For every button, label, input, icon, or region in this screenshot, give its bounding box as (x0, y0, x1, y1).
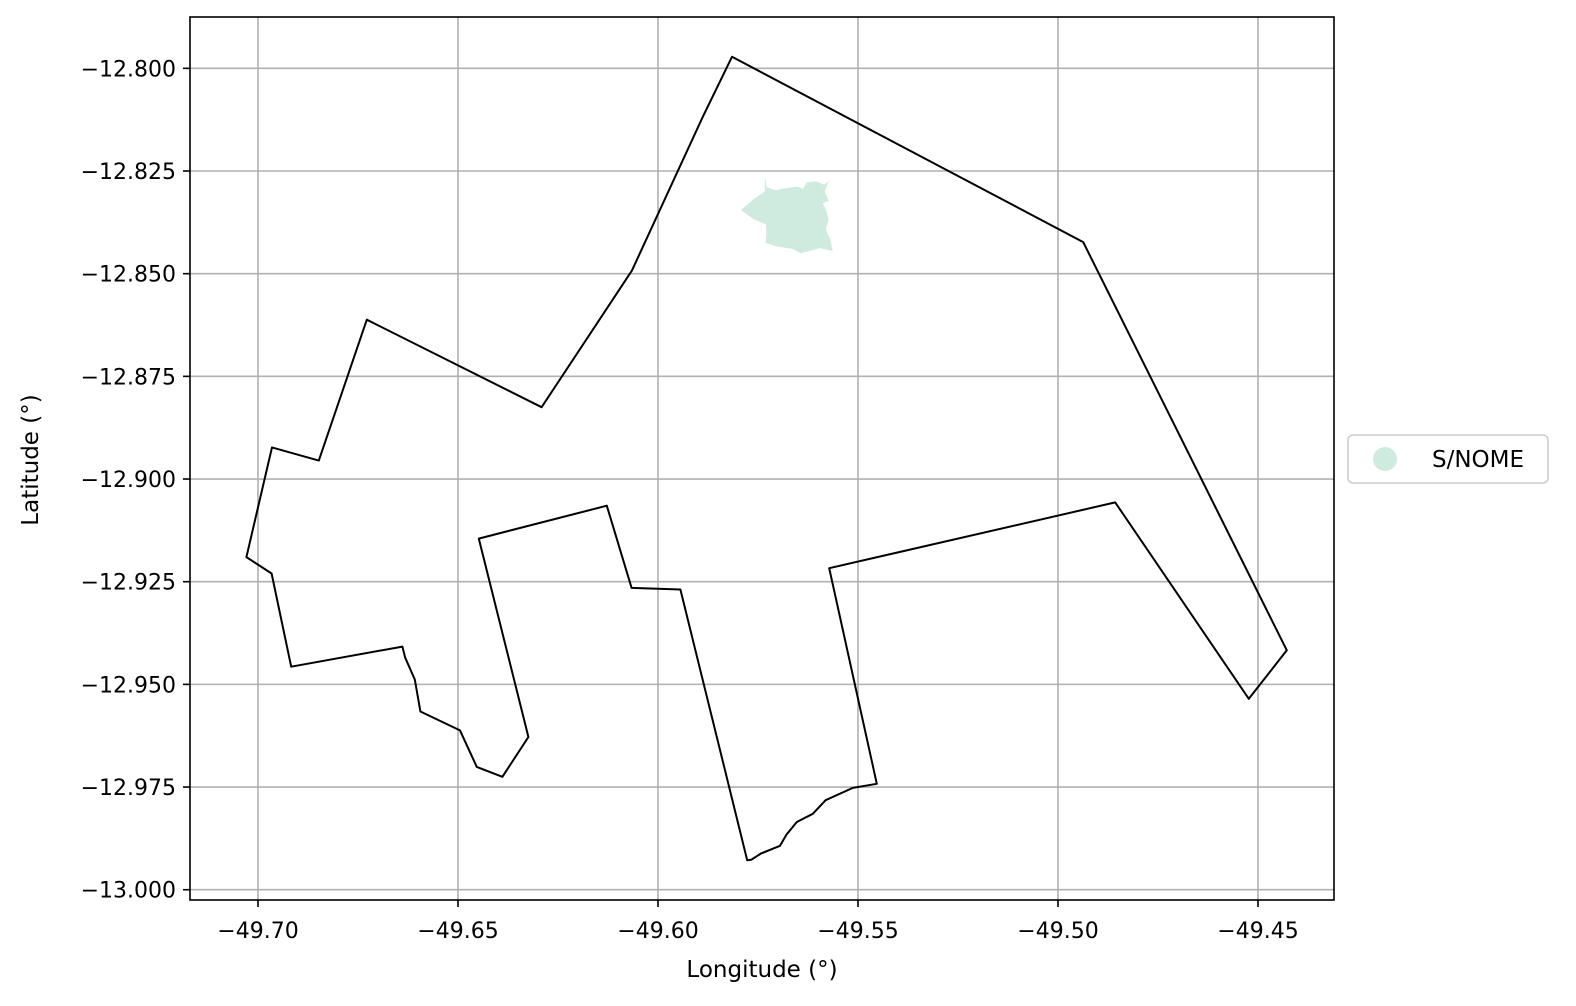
y-tick-label: −12.825 (81, 160, 176, 185)
y-tick-label: −12.975 (81, 776, 176, 801)
area-polygon-s-nome (740, 175, 833, 254)
y-tick-label: −12.925 (81, 571, 176, 596)
gridlines (190, 17, 1334, 900)
axis-ticks: −49.70 −49.65 −49.60 −49.55 −49.50 −49.45 −12.… (81, 57, 1299, 944)
x-axis-label: Longitude (°) (686, 957, 837, 983)
y-tick-label: −12.875 (81, 365, 176, 390)
x-tick-label: −49.45 (1217, 919, 1298, 944)
x-tick-label: −49.55 (817, 919, 898, 944)
y-tick-label: −12.950 (81, 673, 176, 698)
x-tick-label: −49.50 (1017, 919, 1098, 944)
legend-marker-s-nome (1373, 447, 1397, 471)
municipality-boundary-outline (245, 55, 1288, 862)
plot-frame (189, 16, 1335, 901)
x-tick-label: −49.65 (417, 919, 498, 944)
y-tick-label: −13.000 (81, 879, 176, 904)
map-data-layer (245, 55, 1288, 862)
y-tick-label: −12.800 (81, 57, 176, 82)
y-tick-label: −12.850 (81, 263, 176, 288)
legend-box (1347, 434, 1549, 484)
legend-label-s-nome: S/NOME (1432, 447, 1524, 473)
x-tick-label: −49.70 (217, 919, 298, 944)
legend: S/NOME (1347, 434, 1549, 484)
y-tick-label: −12.900 (81, 468, 176, 493)
y-axis-label: Latitude (°) (18, 394, 44, 525)
x-tick-label: −49.60 (617, 919, 698, 944)
